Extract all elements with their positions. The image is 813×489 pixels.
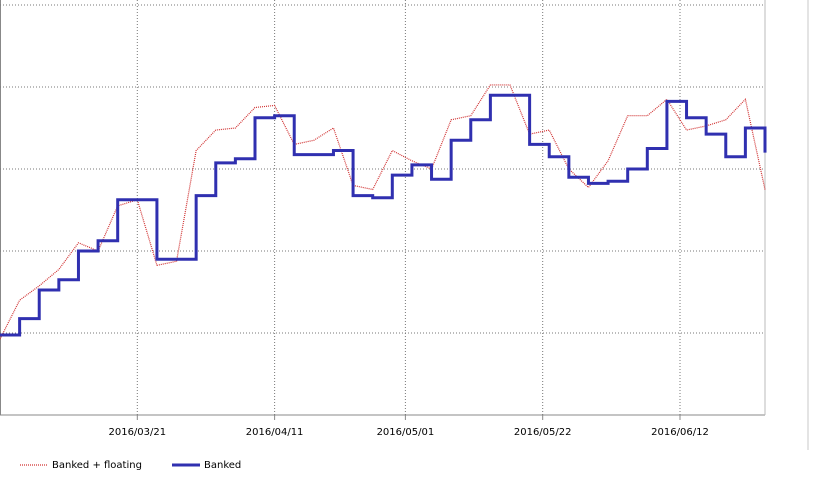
legend-label: Banked + floating	[52, 460, 142, 471]
x-tick-label: 2016/05/22	[514, 427, 572, 438]
legend-label: Banked	[204, 460, 241, 471]
x-tick-label: 2016/03/21	[108, 427, 166, 438]
x-tick-label: 2016/06/12	[651, 427, 709, 438]
series-line	[0, 93, 767, 337]
x-tick-label: 2016/05/01	[377, 427, 435, 438]
x-tick-label: 2016/04/11	[246, 427, 304, 438]
series-line	[0, 84, 766, 340]
